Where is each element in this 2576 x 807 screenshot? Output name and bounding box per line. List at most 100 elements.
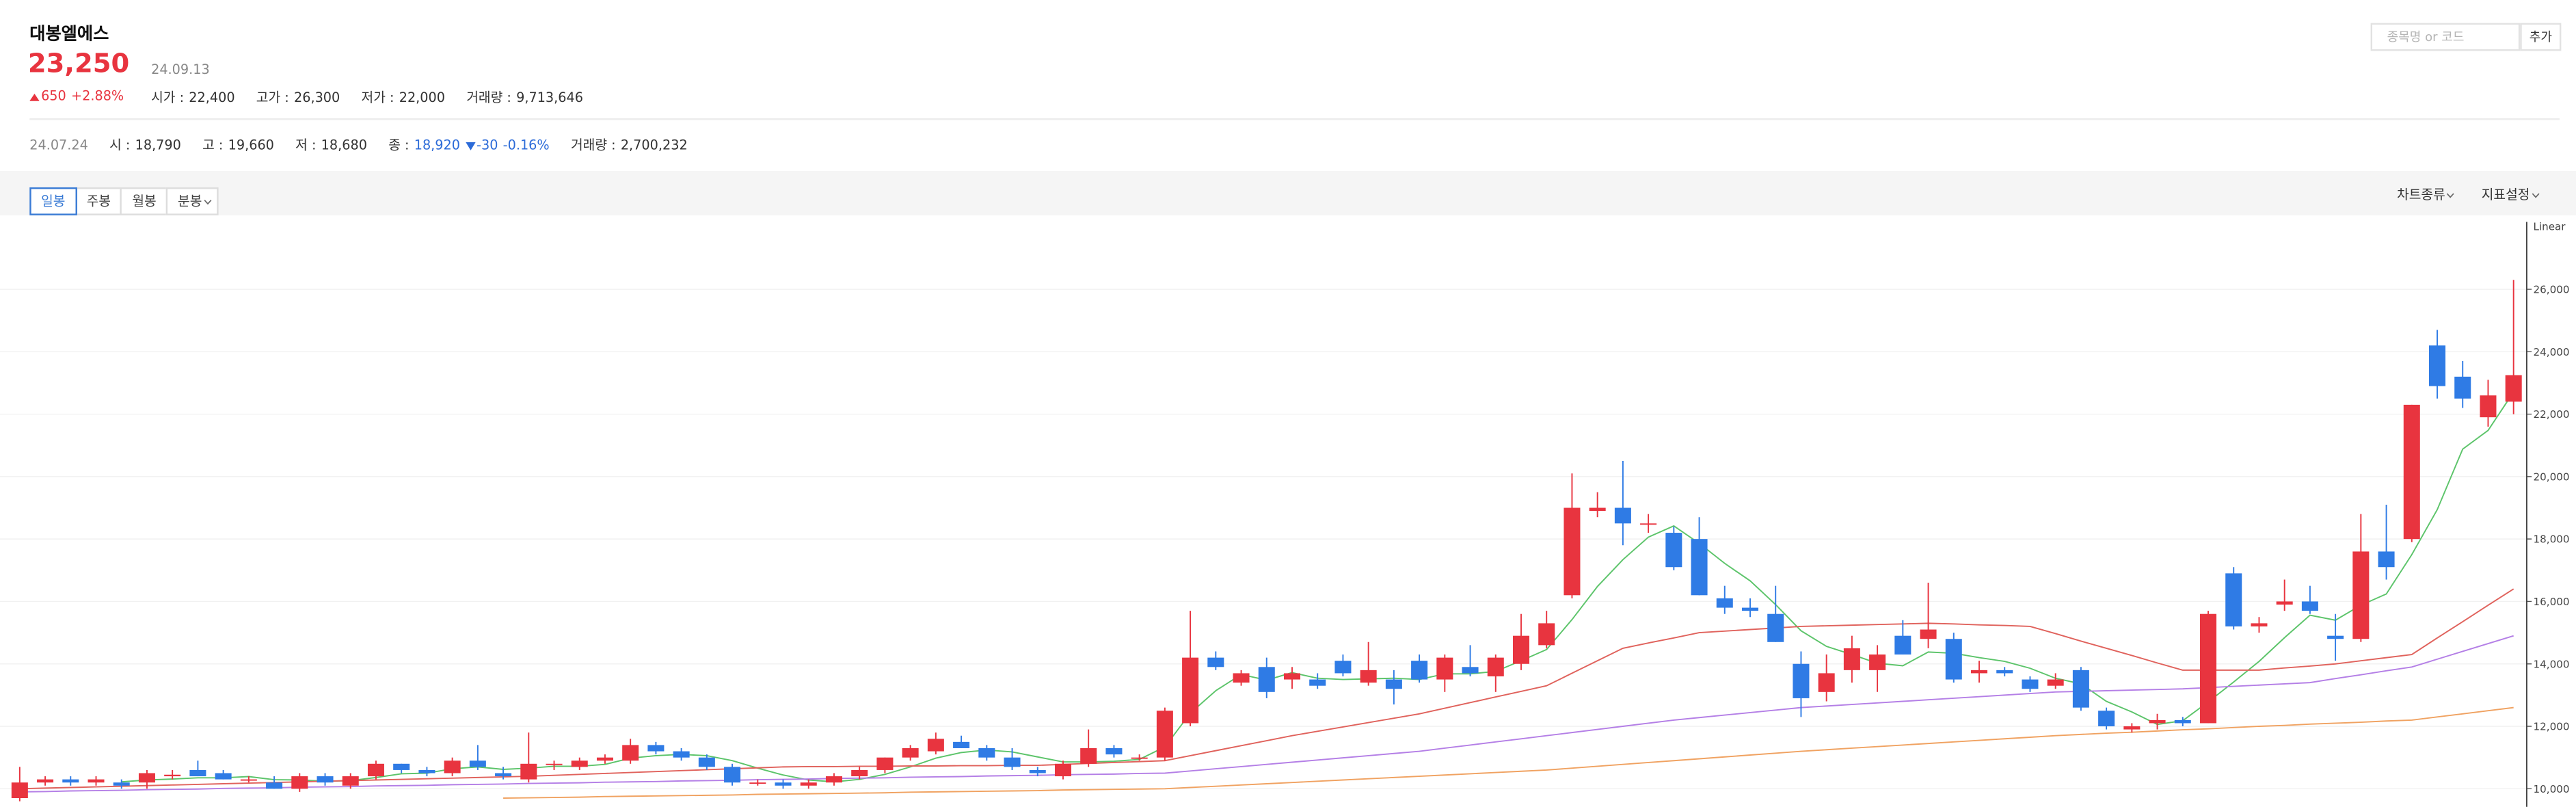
hover-label: 종 : [388, 137, 410, 153]
candle-body [1945, 639, 1962, 680]
y-tick-label: 24,000 [2534, 346, 2570, 358]
y-tick-label: 16,000 [2534, 596, 2570, 608]
candle-body [2149, 719, 2166, 724]
candle-body [1589, 507, 1606, 512]
candle-body [520, 763, 537, 780]
stat-label: 고가 : [256, 90, 289, 105]
candle-body [749, 782, 766, 784]
candle-body [1869, 654, 1886, 670]
period-tab[interactable]: 월봉 [120, 187, 168, 215]
hover-change-pct: -0.16% [502, 137, 550, 153]
candle-body [1691, 539, 1708, 596]
scale-label: Linear [2534, 222, 2566, 233]
candle-body [1843, 648, 1860, 670]
candle-body [266, 782, 283, 789]
candle-body [164, 774, 181, 777]
candle-body [215, 773, 232, 780]
candle-body [2199, 613, 2217, 724]
price-date: 24.09.13 [151, 62, 210, 77]
candle-body [1156, 711, 1173, 758]
hover-value: 18,920 [414, 137, 461, 153]
hover-label: 고 : [202, 137, 224, 153]
candle-body [2301, 601, 2318, 611]
candle-body [2047, 679, 2064, 686]
change-row: 650 +2.88% [29, 89, 129, 103]
candle-body [775, 782, 792, 786]
tool-button[interactable]: 차트종류 [2397, 186, 2455, 204]
candle-body [927, 739, 944, 752]
candle-body [317, 776, 334, 783]
candle-body [113, 782, 130, 786]
chart: 10,000 12,000 14,000 16,000 18,000 20,000 22,0… [0, 222, 2570, 807]
candle-body [953, 741, 970, 748]
candle-body [1614, 507, 1631, 524]
candle-body [800, 782, 817, 786]
candle-body [1487, 657, 1504, 676]
candle-body [469, 760, 486, 767]
candle-body [367, 763, 384, 777]
moving-average-line [19, 588, 2514, 790]
candle-body [1182, 657, 1199, 724]
period-tab[interactable]: 분봉 [166, 187, 219, 215]
candle-body [418, 769, 435, 773]
period-tab[interactable]: 일봉 [29, 187, 77, 215]
candle-body [1411, 661, 1428, 680]
hover-date: 24.07.24 [29, 137, 88, 153]
candle-body [1894, 635, 1911, 655]
candle-body [1818, 673, 1835, 692]
candle-body [88, 779, 105, 783]
candle-body [2403, 404, 2420, 540]
moving-average-line [121, 391, 2514, 783]
candle-body [1334, 661, 1352, 674]
hover-label: 저 : [295, 137, 317, 153]
current-price: 23,250 [27, 47, 130, 79]
candle-body [978, 748, 995, 758]
stat-value: 26,300 [293, 90, 340, 105]
period-tab[interactable]: 주봉 [75, 187, 122, 215]
candle-body [1258, 667, 1275, 692]
candle-body [2098, 711, 2115, 727]
candle-body [825, 776, 842, 783]
y-tick-label: 26,000 [2534, 284, 2570, 296]
hover-value: 18,680 [321, 137, 367, 153]
hover-volume-value: 2,700,232 [620, 137, 688, 153]
stats-row: 시가 : 22,400 고가 : 26,300 저가 : 22,000 거래량 : 9,713… [151, 89, 604, 107]
candle-body [2505, 375, 2522, 402]
candle-body [1793, 663, 1810, 698]
candle-body [1207, 657, 1224, 667]
candle-body [2327, 635, 2344, 639]
tool-menu: 차트종류 지표설정 [2397, 186, 2540, 204]
candle-body [1080, 748, 1097, 764]
hover-label: 시 : [109, 137, 131, 153]
candle-body [1233, 673, 1250, 683]
y-tick-label: 22,000 [2534, 408, 2570, 421]
candle-body [571, 760, 588, 767]
candle-body [1360, 670, 1377, 683]
candle-body [189, 769, 206, 777]
candle-body [2454, 376, 2471, 399]
candle-body [1564, 507, 1581, 596]
candle-body [2225, 573, 2242, 626]
candle-body [724, 767, 741, 783]
tool-button[interactable]: 지표설정 [2482, 186, 2540, 204]
stat-value: 9,713,646 [516, 90, 583, 105]
search-input[interactable]: 종목명 or 코드 [2370, 23, 2521, 51]
stat-value: 22,400 [189, 90, 235, 105]
candle-body [1538, 623, 1555, 646]
y-tick-label: 12,000 [2534, 721, 2570, 733]
candle-body [495, 773, 512, 777]
candle-body [1716, 598, 1733, 608]
candle-body [1665, 533, 1682, 568]
candle-body [2123, 726, 2141, 730]
candle-body [1029, 769, 1046, 773]
candle-body [1436, 657, 1453, 680]
add-button[interactable]: 추가 [2520, 23, 2562, 51]
stat-label: 저가 : [361, 90, 394, 105]
stock-name: 대봉엘에스 [29, 25, 109, 44]
stat-label: 시가 : [151, 90, 185, 105]
hover-row: 24.07.24 시 :18,790 고 :19,660 저 :18,680 종 :18… [29, 136, 693, 154]
candle-body [2352, 551, 2370, 639]
candle-body [546, 763, 563, 765]
